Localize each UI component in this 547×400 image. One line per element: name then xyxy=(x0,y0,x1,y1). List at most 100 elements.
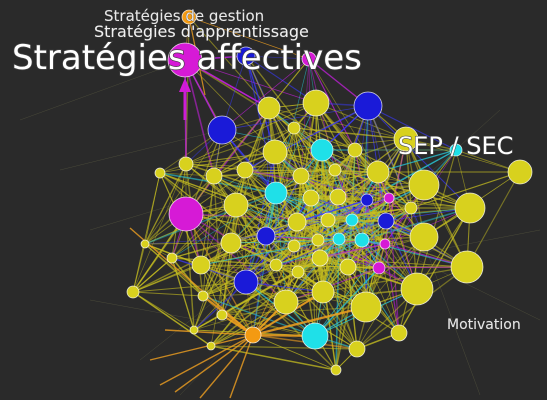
edge xyxy=(245,196,339,283)
edge xyxy=(296,138,407,223)
orange-edge xyxy=(164,329,254,336)
edge xyxy=(285,221,298,303)
graph-node xyxy=(353,91,383,121)
graph-node xyxy=(404,201,418,215)
edge xyxy=(210,264,277,347)
edge xyxy=(245,197,312,283)
graph-node xyxy=(328,163,342,177)
edge xyxy=(245,239,319,283)
edge xyxy=(410,171,521,209)
edge xyxy=(144,172,161,245)
yellow-edge xyxy=(132,264,202,293)
graph-node xyxy=(360,193,374,207)
yellow-edge xyxy=(132,291,204,297)
graph-node xyxy=(269,258,283,272)
graph-node xyxy=(262,139,288,165)
edge xyxy=(300,175,390,199)
edge xyxy=(297,197,312,273)
edge xyxy=(356,236,425,350)
graph-node xyxy=(206,341,216,351)
edge xyxy=(274,151,379,173)
edge xyxy=(300,58,310,177)
label-strategies-apprentissage: Stratégies d'apprentissage xyxy=(94,22,310,42)
edge xyxy=(213,175,247,283)
edge xyxy=(335,266,349,371)
edge xyxy=(202,169,246,297)
orange-edge xyxy=(174,334,254,393)
edge xyxy=(144,242,232,245)
orange-edge xyxy=(229,334,254,399)
graph-node xyxy=(330,364,342,376)
graph-node xyxy=(320,212,336,228)
edge xyxy=(466,171,521,268)
label-strategies-gestion: Stratégies de gestion xyxy=(104,7,265,26)
edge xyxy=(337,196,471,209)
orange-edge xyxy=(129,227,254,336)
edge xyxy=(244,169,379,173)
edge xyxy=(275,184,425,194)
graph-node xyxy=(168,196,204,232)
edge xyxy=(185,102,317,165)
edge xyxy=(193,204,237,331)
edge xyxy=(144,129,223,245)
edge xyxy=(210,204,237,347)
edge xyxy=(188,16,270,109)
edge xyxy=(275,264,337,371)
edge xyxy=(377,171,418,290)
label-strategies-affectives: Stratégies affectives xyxy=(11,37,362,78)
edge xyxy=(221,291,324,316)
edge xyxy=(202,221,298,297)
edge xyxy=(384,243,400,334)
graph-node xyxy=(216,309,228,321)
edge xyxy=(221,105,369,131)
edge xyxy=(210,345,337,371)
graph-node xyxy=(207,115,237,145)
orange-edge xyxy=(199,334,254,399)
faint-edge xyxy=(59,129,223,171)
graph-node xyxy=(126,285,140,299)
yellow-edge xyxy=(132,281,247,293)
edge xyxy=(171,257,204,297)
graph-node xyxy=(197,290,209,302)
graph-node xyxy=(311,280,335,304)
graph-node xyxy=(400,272,434,306)
edge xyxy=(171,204,237,259)
edge xyxy=(132,163,187,293)
graph-node xyxy=(301,322,329,350)
edge xyxy=(310,197,412,209)
yellow-edge xyxy=(132,243,146,293)
edge xyxy=(185,151,276,215)
graph-node xyxy=(354,232,370,248)
edge xyxy=(200,169,246,266)
label-motivation: Motivation xyxy=(447,317,521,334)
graph-node xyxy=(329,188,347,206)
edge xyxy=(293,127,407,140)
graph-node xyxy=(339,258,357,276)
edge xyxy=(185,213,254,336)
edge xyxy=(274,151,368,201)
graph-node xyxy=(154,167,166,179)
edge xyxy=(230,242,316,337)
orange-edge xyxy=(252,305,367,337)
yellow-edge xyxy=(132,257,173,293)
edge xyxy=(315,102,407,140)
edge xyxy=(210,345,358,350)
edge xyxy=(144,192,277,245)
graph-node xyxy=(287,212,307,232)
graph-node xyxy=(310,138,334,162)
edge xyxy=(185,175,302,215)
edge xyxy=(144,235,267,245)
edge xyxy=(221,314,358,350)
edge xyxy=(361,207,471,241)
edge xyxy=(356,266,468,350)
graph-node xyxy=(191,255,211,275)
edge xyxy=(308,58,356,151)
graph-node xyxy=(450,250,484,284)
edge xyxy=(244,169,267,237)
yellow-edge xyxy=(132,291,195,331)
edge xyxy=(185,163,336,171)
edge xyxy=(398,207,471,334)
graph-node xyxy=(273,289,299,315)
edge xyxy=(365,207,412,308)
